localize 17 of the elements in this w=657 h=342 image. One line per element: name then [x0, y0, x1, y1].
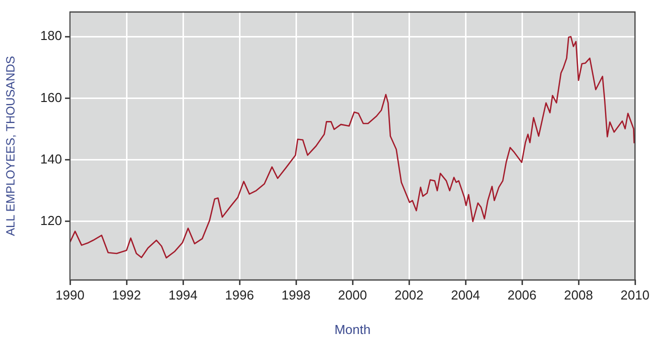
x-tick-label: 2010 — [620, 287, 650, 302]
y-tick-label: 160 — [40, 90, 62, 105]
y-tick-label: 180 — [40, 28, 62, 44]
x-tick-label: 1998 — [282, 287, 310, 302]
x-tick-label: 1992 — [112, 287, 141, 302]
x-axis-title: Month — [334, 322, 371, 337]
x-tick-label: 1994 — [168, 287, 198, 302]
y-tick-label: 120 — [40, 213, 62, 228]
y-axis-title: ALL EMPLOYEES, THOUSANDS — [4, 56, 18, 236]
x-tick-label: 2000 — [338, 287, 367, 302]
x-tick-label: 1990 — [56, 287, 84, 302]
x-tick-label: 2002 — [394, 287, 424, 302]
x-tick-label: 2008 — [564, 287, 593, 302]
y-tick-label: 140 — [40, 151, 62, 166]
x-tick-label: 1996 — [225, 287, 254, 302]
x-tick-label: 2004 — [451, 287, 480, 302]
x-tick-label: 2006 — [508, 287, 536, 302]
